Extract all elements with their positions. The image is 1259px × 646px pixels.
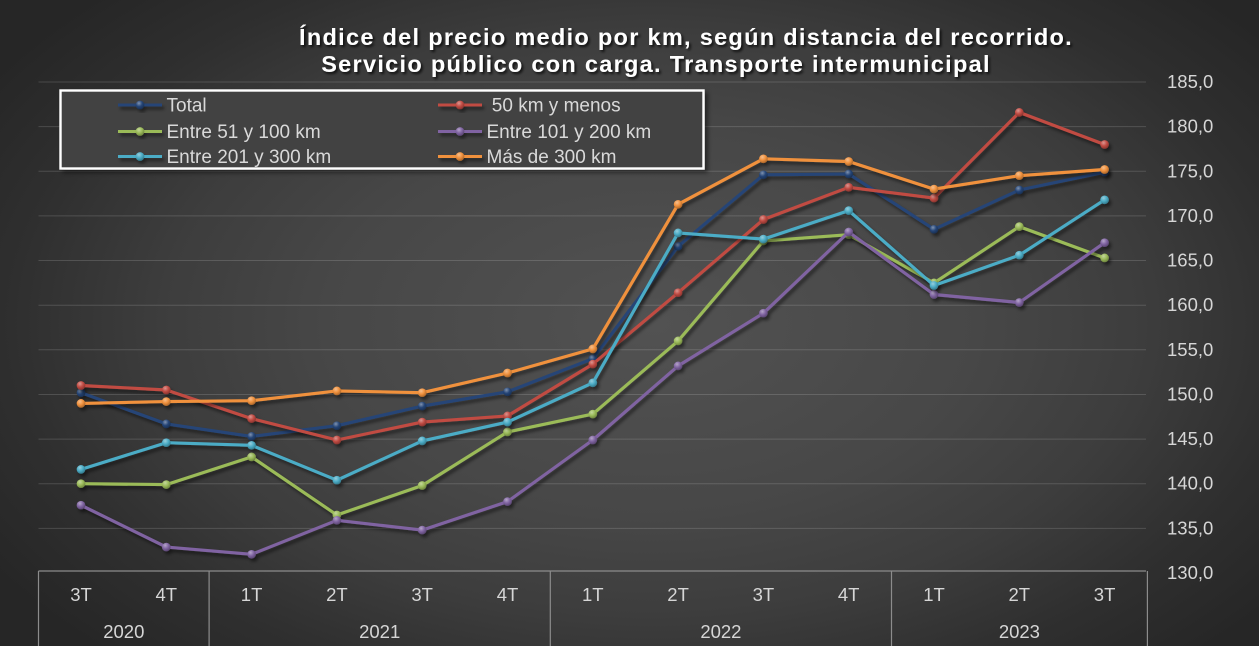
svg-text:170,0: 170,0: [1167, 205, 1213, 226]
svg-text:3T: 3T: [411, 584, 433, 605]
svg-text:4T: 4T: [838, 584, 860, 605]
svg-text:Entre 51 y 100 km: Entre 51 y 100 km: [167, 122, 321, 143]
svg-text:1T: 1T: [582, 584, 604, 605]
svg-text:2T: 2T: [1009, 584, 1031, 605]
svg-text:1T: 1T: [241, 584, 263, 605]
svg-text:185,0: 185,0: [1167, 71, 1213, 92]
svg-text:1T: 1T: [923, 584, 945, 605]
svg-text:130,0: 130,0: [1167, 562, 1213, 583]
svg-text:Entre 201 y 300 km: Entre 201 y 300 km: [167, 147, 332, 168]
svg-text:2020: 2020: [103, 621, 144, 642]
svg-text:150,0: 150,0: [1167, 384, 1213, 405]
svg-text:165,0: 165,0: [1167, 250, 1213, 271]
svg-text:50 km y menos: 50 km y menos: [487, 96, 621, 117]
svg-text:Más de 300 km: Más de 300 km: [487, 147, 617, 168]
svg-text:Entre 101 y 200 km: Entre 101 y 200 km: [487, 122, 652, 143]
svg-text:3T: 3T: [753, 584, 775, 605]
svg-text:Total: Total: [167, 96, 207, 117]
svg-text:3T: 3T: [1094, 584, 1116, 605]
svg-text:2023: 2023: [999, 621, 1040, 642]
svg-text:4T: 4T: [497, 584, 519, 605]
svg-text:175,0: 175,0: [1167, 160, 1213, 181]
svg-text:135,0: 135,0: [1167, 517, 1213, 538]
svg-text:155,0: 155,0: [1167, 339, 1213, 360]
svg-text:2T: 2T: [326, 584, 348, 605]
svg-text:Índice del precio medio por km: Índice del precio medio por km, según di…: [299, 23, 1073, 50]
svg-text:145,0: 145,0: [1167, 428, 1213, 449]
svg-text:2022: 2022: [700, 621, 741, 642]
svg-text:2021: 2021: [359, 621, 400, 642]
svg-text:2T: 2T: [667, 584, 689, 605]
svg-text:3T: 3T: [70, 584, 92, 605]
svg-text:180,0: 180,0: [1167, 116, 1213, 137]
svg-text:4T: 4T: [156, 584, 178, 605]
svg-text:140,0: 140,0: [1167, 473, 1213, 494]
svg-text:Servicio público con carga. Tr: Servicio público con carga. Transporte i…: [321, 51, 991, 77]
svg-text:160,0: 160,0: [1167, 294, 1213, 315]
